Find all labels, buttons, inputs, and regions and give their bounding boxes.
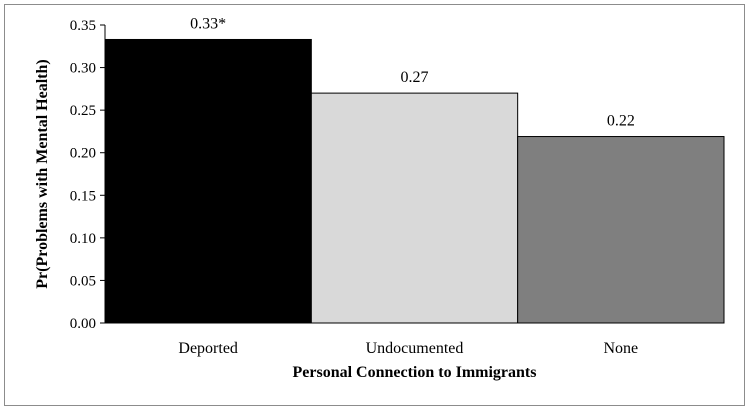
y-axis-title: Pr(Problems with Mental Health) <box>34 59 51 288</box>
x-axis-title: Personal Connection to Immigrants <box>293 364 537 381</box>
category-label-none: None <box>604 340 639 357</box>
data-labels: 0.33* 0.27 0.22 <box>190 15 635 129</box>
data-label-deported: 0.33* <box>190 15 226 32</box>
y-tick-label: 0.10 <box>70 231 96 247</box>
y-tick-label: 0.20 <box>70 146 96 162</box>
y-tick-label: 0.00 <box>70 316 96 332</box>
y-tick-label: 0.15 <box>70 188 96 204</box>
data-label-none: 0.22 <box>607 113 635 130</box>
bar-undocumented <box>310 92 519 324</box>
bars <box>104 38 725 324</box>
category-label-deported: Deported <box>178 340 238 357</box>
y-tick-label: 0.35 <box>70 18 96 34</box>
category-labels: Deported Undocumented None <box>178 340 638 357</box>
y-axis-ticks: 0.00 0.05 0.10 0.15 0.20 0.25 0.30 0.35 <box>70 18 105 332</box>
bar-deported <box>104 38 312 324</box>
bar-none <box>517 136 725 324</box>
data-label-undocumented: 0.27 <box>401 69 429 86</box>
y-tick-label: 0.30 <box>70 61 96 77</box>
y-tick-label: 0.05 <box>70 273 96 289</box>
y-tick-label: 0.25 <box>70 103 96 119</box>
category-label-undocumented: Undocumented <box>366 340 464 357</box>
